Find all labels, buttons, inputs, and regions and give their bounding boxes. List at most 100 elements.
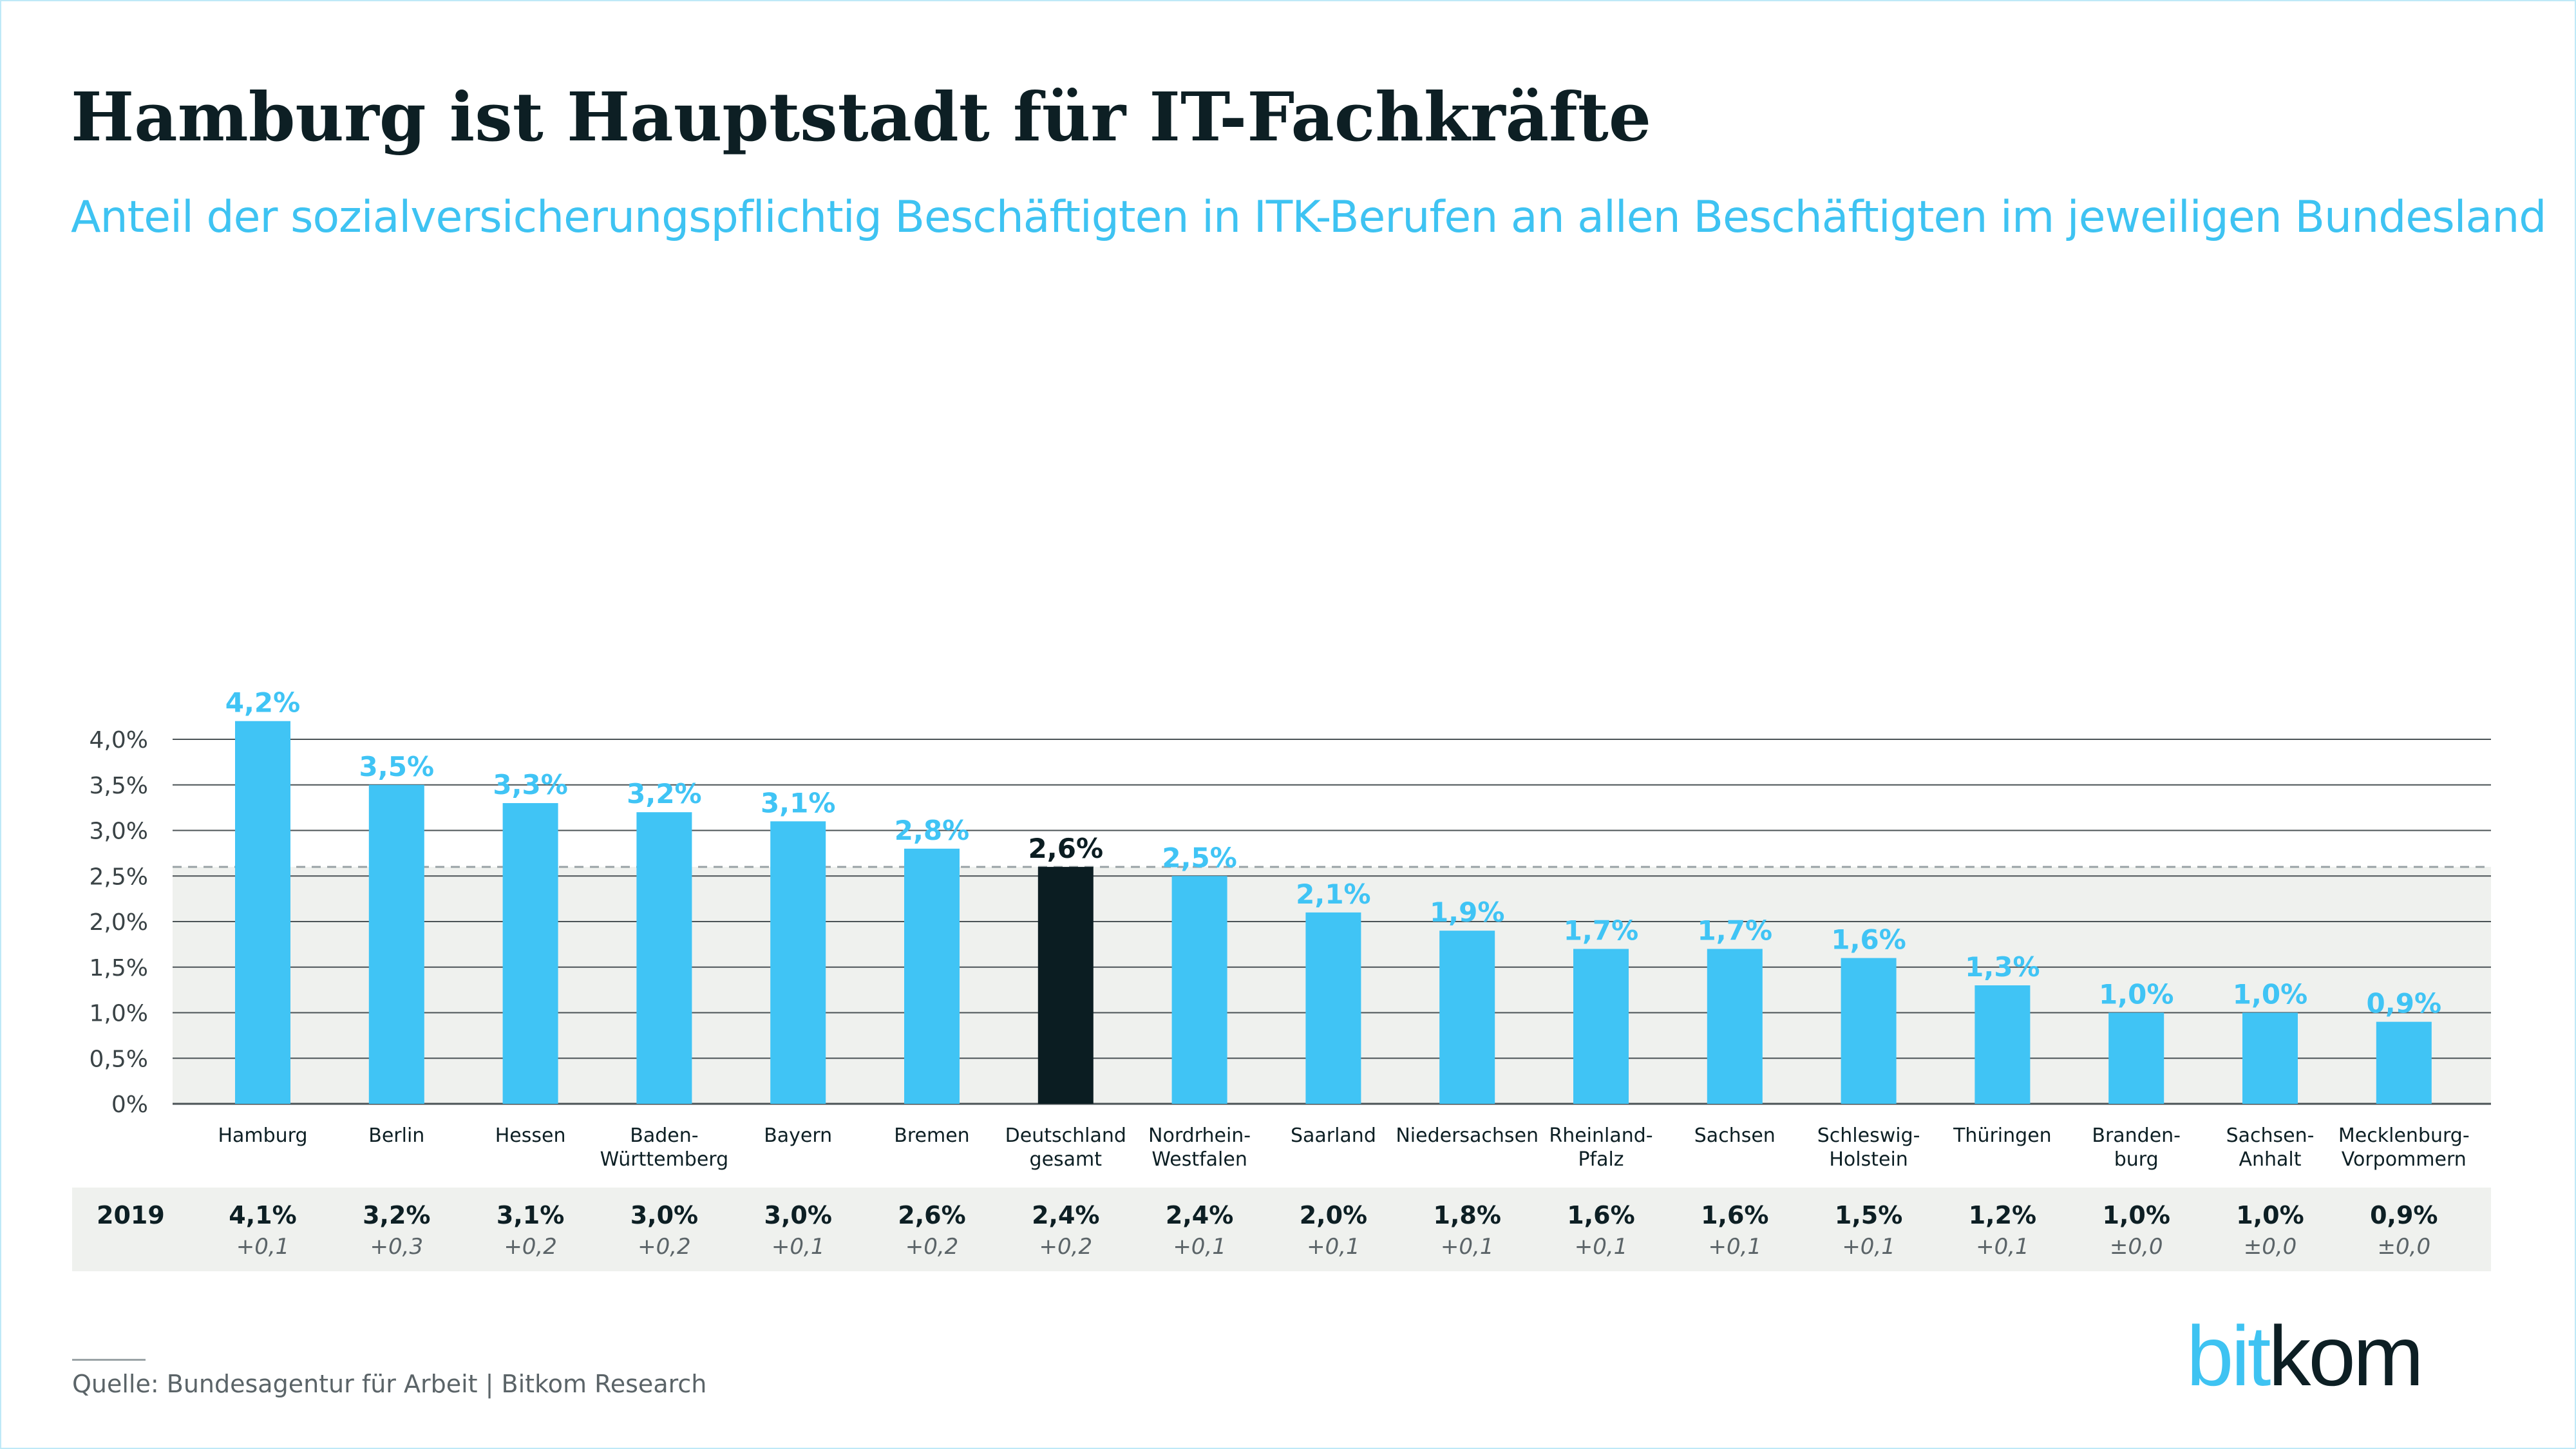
bar	[2242, 1012, 2298, 1104]
category-label: Vorpommern	[2342, 1148, 2467, 1171]
logo-part-kom: kom	[2268, 1309, 2423, 1403]
comparison-change: +0,1	[1441, 1234, 1494, 1260]
y-tick-label: 1,0%	[90, 1001, 148, 1027]
comparison-change: +0,3	[370, 1234, 424, 1260]
category-label: Niedersachsen	[1396, 1124, 1539, 1147]
category-label: Holstein	[1829, 1148, 1908, 1171]
bar-value-label: 3,5%	[359, 751, 434, 782]
comparison-change: +0,2	[504, 1234, 557, 1260]
comparison-value: 2,4%	[1166, 1201, 1233, 1229]
comparison-value: 1,6%	[1567, 1201, 1634, 1229]
bar	[1439, 931, 1495, 1104]
y-tick-label: 3,5%	[90, 773, 148, 799]
y-tick-label: 1,5%	[90, 955, 148, 981]
category-label: Hamburg	[218, 1124, 307, 1147]
source-divider	[72, 1359, 146, 1361]
bar-value-label: 2,5%	[1162, 842, 1236, 873]
category-label: Thüringen	[1953, 1124, 2052, 1147]
logo-part-bit: bit	[2186, 1309, 2271, 1403]
bar	[770, 821, 826, 1104]
chart-title: Hamburg ist Hauptstadt für IT-Fachkräfte	[71, 77, 1652, 156]
bar-value-label: 1,0%	[2099, 979, 2174, 1010]
bar-value-label: 1,3%	[1965, 951, 2040, 983]
bar-value-label: 0,9%	[2367, 988, 2441, 1019]
comparison-value: 1,0%	[2236, 1201, 2304, 1229]
comparison-value: 2,0%	[1300, 1201, 1367, 1229]
comparison-value: 3,1%	[497, 1201, 564, 1229]
comparison-change: +0,2	[905, 1234, 959, 1260]
comparison-value: 1,8%	[1434, 1201, 1501, 1229]
bar-value-label: 3,1%	[761, 787, 835, 819]
comparison-value: 0,9%	[2370, 1201, 2438, 1229]
category-label: Westfalen	[1151, 1148, 1247, 1171]
comparison-value: 2,4%	[1032, 1201, 1099, 1229]
comparison-value: 4,1%	[229, 1201, 296, 1229]
comparison-value: 3,2%	[363, 1201, 430, 1229]
bar-value-label: 4,2%	[225, 687, 300, 719]
y-tick-label: 4,0%	[90, 727, 148, 753]
bitkom-logo: bitkom	[2186, 1307, 2424, 1405]
bar-value-label: 2,6%	[1028, 833, 1103, 864]
comparison-table-bg	[72, 1188, 2491, 1271]
bar-value-label: 1,9%	[1430, 896, 1504, 928]
comparison-change: +0,1	[1307, 1234, 1360, 1260]
category-label: Bayern	[764, 1124, 832, 1147]
bar	[1037, 867, 1094, 1104]
bar	[2108, 1012, 2164, 1104]
y-tick-label: 0,5%	[90, 1046, 148, 1072]
category-label: Baden-	[630, 1124, 698, 1147]
category-label: gesamt	[1030, 1148, 1103, 1171]
bar	[502, 803, 558, 1104]
y-tick-label: 3,0%	[90, 819, 148, 845]
comparison-change: +0,1	[1976, 1234, 2029, 1260]
y-tick-label: 0%	[111, 1092, 148, 1118]
category-label: Bremen	[894, 1124, 969, 1147]
bar-value-label: 1,6%	[1831, 924, 1906, 956]
category-label: Deutschland	[1005, 1124, 1126, 1147]
comparison-change: ±0,0	[2378, 1234, 2431, 1260]
bar	[2376, 1021, 2432, 1104]
comparison-change: +0,2	[1039, 1234, 1093, 1260]
category-label: Sachsen-	[2226, 1124, 2315, 1147]
comparison-change: +0,1	[1173, 1234, 1226, 1260]
comparison-change: +0,1	[236, 1234, 290, 1260]
comparison-change: ±0,0	[2110, 1234, 2163, 1260]
category-label: burg	[2114, 1148, 2159, 1171]
bar	[235, 721, 290, 1104]
bar	[1975, 985, 2031, 1104]
comparison-value: 2,6%	[898, 1201, 965, 1229]
comparison-change: +0,1	[1575, 1234, 1628, 1260]
comparison-change: +0,2	[638, 1234, 691, 1260]
category-label: Saarland	[1291, 1124, 1376, 1147]
bar	[1841, 958, 1897, 1104]
bar-value-label: 3,2%	[627, 778, 701, 810]
comparison-value: 1,2%	[1969, 1201, 2036, 1229]
bar	[368, 784, 424, 1104]
category-label: Anhalt	[2239, 1148, 2301, 1171]
y-tick-label: 2,5%	[90, 864, 148, 890]
comparison-value: 1,5%	[1835, 1201, 1902, 1229]
category-label: Württemberg	[600, 1148, 729, 1171]
source-note: Quelle: Bundesagentur für Arbeit | Bitko…	[72, 1370, 707, 1398]
bar-value-label: 3,3%	[493, 769, 567, 800]
bar-value-label: 1,7%	[1698, 914, 1772, 946]
chart-subtitle: Anteil der sozialversicherungspflichtig …	[71, 192, 2546, 243]
comparison-change: +0,1	[1709, 1234, 1762, 1260]
bar-value-label: 1,0%	[2233, 979, 2307, 1010]
bar	[1707, 949, 1763, 1104]
comparison-value: 1,0%	[2103, 1201, 2170, 1229]
bar	[636, 812, 692, 1104]
bar	[1573, 949, 1629, 1104]
comparison-value: 3,0%	[764, 1201, 832, 1229]
category-label: Sachsen	[1694, 1124, 1776, 1147]
category-label: Rheinland-	[1549, 1124, 1653, 1147]
category-label: Mecklenburg-	[2338, 1124, 2470, 1147]
category-label: Hessen	[495, 1124, 566, 1147]
bar-value-label: 2,1%	[1296, 878, 1370, 910]
bar	[904, 848, 960, 1104]
comparison-value: 1,6%	[1701, 1201, 1768, 1229]
bar-value-label: 1,7%	[1564, 914, 1638, 946]
y-tick-label: 2,0%	[90, 909, 148, 936]
